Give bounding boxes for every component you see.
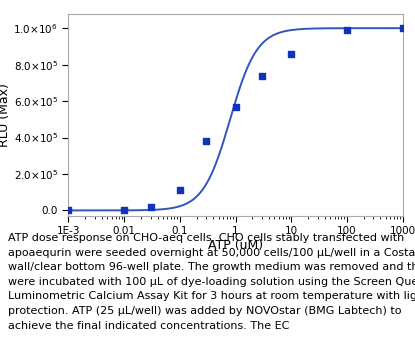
Point bbox=[344, 27, 350, 33]
Text: ATP dose response on CHO-aeq cells. CHO cells stably transfected with: ATP dose response on CHO-aeq cells. CHO … bbox=[8, 233, 405, 243]
X-axis label: ATP (uM): ATP (uM) bbox=[208, 239, 263, 252]
Point bbox=[121, 207, 127, 212]
Point bbox=[288, 51, 295, 56]
Text: achieve the final indicated concentrations. The EC: achieve the final indicated concentratio… bbox=[8, 321, 290, 330]
Text: were incubated with 100 μL of dye-loading solution using the Screen Quest™: were incubated with 100 μL of dye-loadin… bbox=[8, 277, 415, 287]
Y-axis label: RLU (Max): RLU (Max) bbox=[0, 83, 11, 147]
Point bbox=[232, 104, 239, 109]
Text: apoaequrin were seeded overnight at 50,000 cells/100 μL/well in a Costar white: apoaequrin were seeded overnight at 50,0… bbox=[8, 248, 415, 257]
Point bbox=[65, 207, 72, 212]
Point bbox=[203, 138, 210, 144]
Point bbox=[176, 188, 183, 193]
Point bbox=[259, 73, 266, 78]
Text: wall/clear bottom 96-well plate. The growth medium was removed and the cells: wall/clear bottom 96-well plate. The gro… bbox=[8, 262, 415, 272]
Point bbox=[399, 26, 406, 31]
Text: protection. ATP (25 μL/well) was added by NOVOstar (BMG Labtech) to: protection. ATP (25 μL/well) was added b… bbox=[8, 306, 402, 316]
Point bbox=[147, 204, 154, 209]
Text: Luminometric Calcium Assay Kit for 3 hours at room temperature with light: Luminometric Calcium Assay Kit for 3 hou… bbox=[8, 291, 415, 301]
